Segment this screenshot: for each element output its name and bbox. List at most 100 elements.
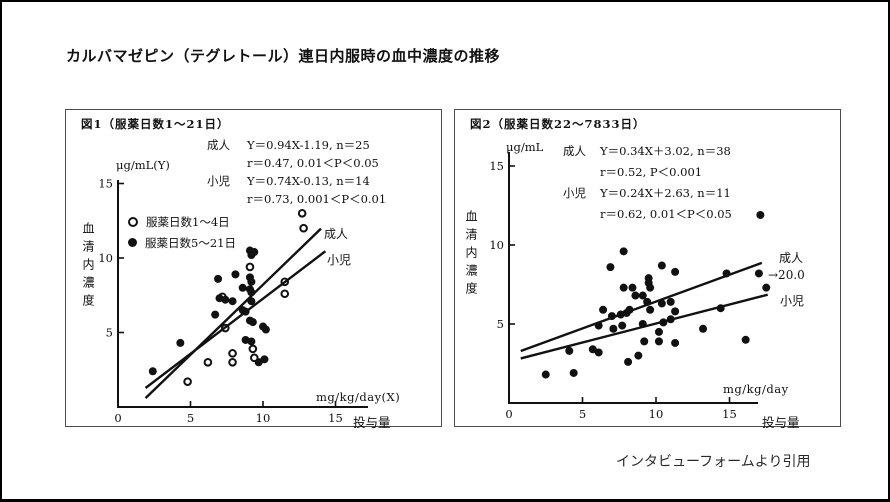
- data-point-filled: [565, 346, 574, 355]
- legend-item: 服薬日数5～21日: [128, 232, 236, 253]
- data-point-filled: [606, 263, 615, 272]
- legend-label: 服薬日数5～21日: [145, 235, 236, 250]
- y-unit-label: μg/mL(Y): [116, 158, 170, 172]
- child-line-label: 小児: [327, 253, 352, 267]
- data-point-filled: [588, 345, 597, 354]
- x-tick-label: 0: [114, 411, 121, 425]
- x-tick-label: 5: [579, 407, 586, 421]
- data-point-filled: [671, 338, 680, 347]
- figure2-title: 図2（服薬日数22～7833日）: [470, 117, 646, 131]
- data-point-filled: [569, 368, 578, 377]
- stats-row: r＝0.47, 0.01＜P＜0.05: [207, 154, 386, 172]
- data-point-filled: [238, 283, 247, 292]
- page-title: カルバマゼピン（テグレトール）連日内服時の血中濃度の推移: [66, 47, 501, 65]
- data-point-filled: [228, 297, 237, 306]
- data-point-filled: [671, 267, 680, 276]
- data-point-filled: [654, 337, 663, 346]
- data-point-filled: [640, 337, 649, 346]
- stats-text: r＝0.73, 0.001＜P＜0.01: [247, 192, 387, 206]
- x-tick-label: 10: [256, 411, 271, 425]
- data-point-filled: [176, 338, 185, 347]
- open-circle-icon: [128, 216, 138, 227]
- y-tick-label: 10: [489, 238, 504, 252]
- figure1-panel: 5 10 15 0 5 10 15 図1（服薬日数1～21日） 成人 Y＝0.94X-1.19…: [65, 109, 442, 430]
- data-point-filled: [214, 274, 223, 283]
- data-point-filled: [221, 295, 230, 304]
- data-point-filled: [624, 357, 633, 366]
- data-point-filled: [619, 283, 628, 292]
- data-point-filled: [211, 310, 220, 319]
- stats-group-label: 成人: [207, 138, 230, 152]
- data-point-filled: [646, 305, 655, 314]
- data-point-filled: [260, 355, 269, 364]
- data-point-filled: [618, 321, 627, 330]
- data-point-filled: [148, 367, 157, 376]
- data-point-open: [280, 289, 290, 299]
- stats-row: r＝0.62, 0.01＜P＜0.05: [563, 204, 732, 225]
- y-axis-label: 血清内濃度: [81, 222, 95, 312]
- y-axis-label: 血清内濃度: [464, 210, 478, 300]
- x-unit-label: mg/kg/day: [723, 382, 789, 396]
- figure2-panel: 5 10 15 0 5 10 15 図2（服薬日数22～7833日） μg/mL 成人 Y＝0…: [454, 109, 841, 430]
- data-point-open: [228, 349, 237, 358]
- data-point-filled: [646, 283, 655, 292]
- x-tick-label: 15: [722, 407, 737, 421]
- regression-line-adult: [520, 261, 763, 353]
- data-point-filled: [741, 335, 750, 344]
- stats-row: r＝0.73, 0.001＜P＜0.01: [207, 190, 386, 208]
- data-point-filled: [247, 337, 256, 346]
- filled-circle-icon: [128, 238, 137, 247]
- x-tick-label: 5: [187, 411, 194, 425]
- x-tick-label: 15: [328, 411, 343, 425]
- data-point-filled: [231, 270, 240, 279]
- data-point-open: [245, 262, 255, 272]
- x-tick-label: 10: [649, 407, 664, 421]
- stats-group-label: 成人: [563, 144, 586, 158]
- source-caption: インタビューフォームより引用: [616, 454, 811, 470]
- data-point-filled: [699, 324, 708, 333]
- stats-group-label: 小児: [563, 186, 586, 200]
- data-point-open: [203, 358, 213, 367]
- data-point-filled: [247, 251, 256, 260]
- x-axis-label: 投与量: [353, 415, 391, 430]
- data-point-filled: [756, 210, 765, 219]
- figure2-plot: 5 10 15 0 5 10 15: [489, 152, 771, 421]
- data-point-filled: [762, 283, 771, 292]
- figure2-stats: 成人 Y＝0.34X＋3.02, n＝38 r＝0.52, P＜0.001 小児 Y…: [563, 141, 732, 225]
- data-point-filled: [754, 269, 763, 278]
- data-point-filled: [248, 318, 257, 327]
- stats-text: Y＝0.24X＋2.63, n＝11: [600, 186, 731, 200]
- data-point-filled: [654, 327, 663, 336]
- stats-text: Y＝0.74X-0.13, n＝14: [247, 174, 370, 188]
- y-unit-label: μg/mL: [506, 140, 544, 154]
- y-tick-label: 10: [98, 251, 113, 265]
- adult-line-label: 成人: [324, 227, 349, 241]
- stats-text: Y＝0.94X-1.19, n＝25: [247, 138, 370, 152]
- data-point-open: [299, 223, 308, 233]
- data-point-filled: [634, 351, 643, 360]
- data-point-open: [228, 358, 237, 367]
- child-line-label: 小児: [780, 294, 805, 308]
- stats-row: 小児 Y＝0.24X＋2.63, n＝11: [563, 183, 732, 204]
- stats-row: r＝0.52, P＜0.001: [563, 162, 732, 183]
- stats-text: Y＝0.34X＋3.02, n＝38: [600, 144, 731, 158]
- legend-label: 服薬日数1～4日: [146, 214, 230, 229]
- data-point-open: [183, 377, 192, 386]
- data-point-filled: [671, 307, 680, 316]
- figure1-legend: 服薬日数1～4日 服薬日数5～21日: [128, 211, 236, 253]
- x-axis-label: 投与量: [762, 415, 800, 430]
- data-point-filled: [599, 305, 608, 314]
- stats-text: r＝0.47, 0.01＜P＜0.05: [247, 156, 379, 170]
- stats-group-label: 小児: [207, 174, 230, 188]
- data-point-filled: [619, 247, 628, 256]
- regression-line-child: [520, 293, 769, 360]
- adult-line-label: 成人: [779, 251, 804, 265]
- offscale-value-annotation: →20.0: [768, 268, 805, 282]
- stats-row: 成人 Y＝0.94X-1.19, n＝25: [207, 136, 386, 154]
- y-tick-label: 5: [497, 317, 504, 331]
- data-point-open: [248, 344, 258, 354]
- y-tick-label: 5: [106, 326, 113, 340]
- stats-row: 小児 Y＝0.74X-0.13, n＝14: [207, 172, 386, 190]
- regression-line-child: [144, 250, 327, 389]
- data-point-open: [297, 209, 307, 218]
